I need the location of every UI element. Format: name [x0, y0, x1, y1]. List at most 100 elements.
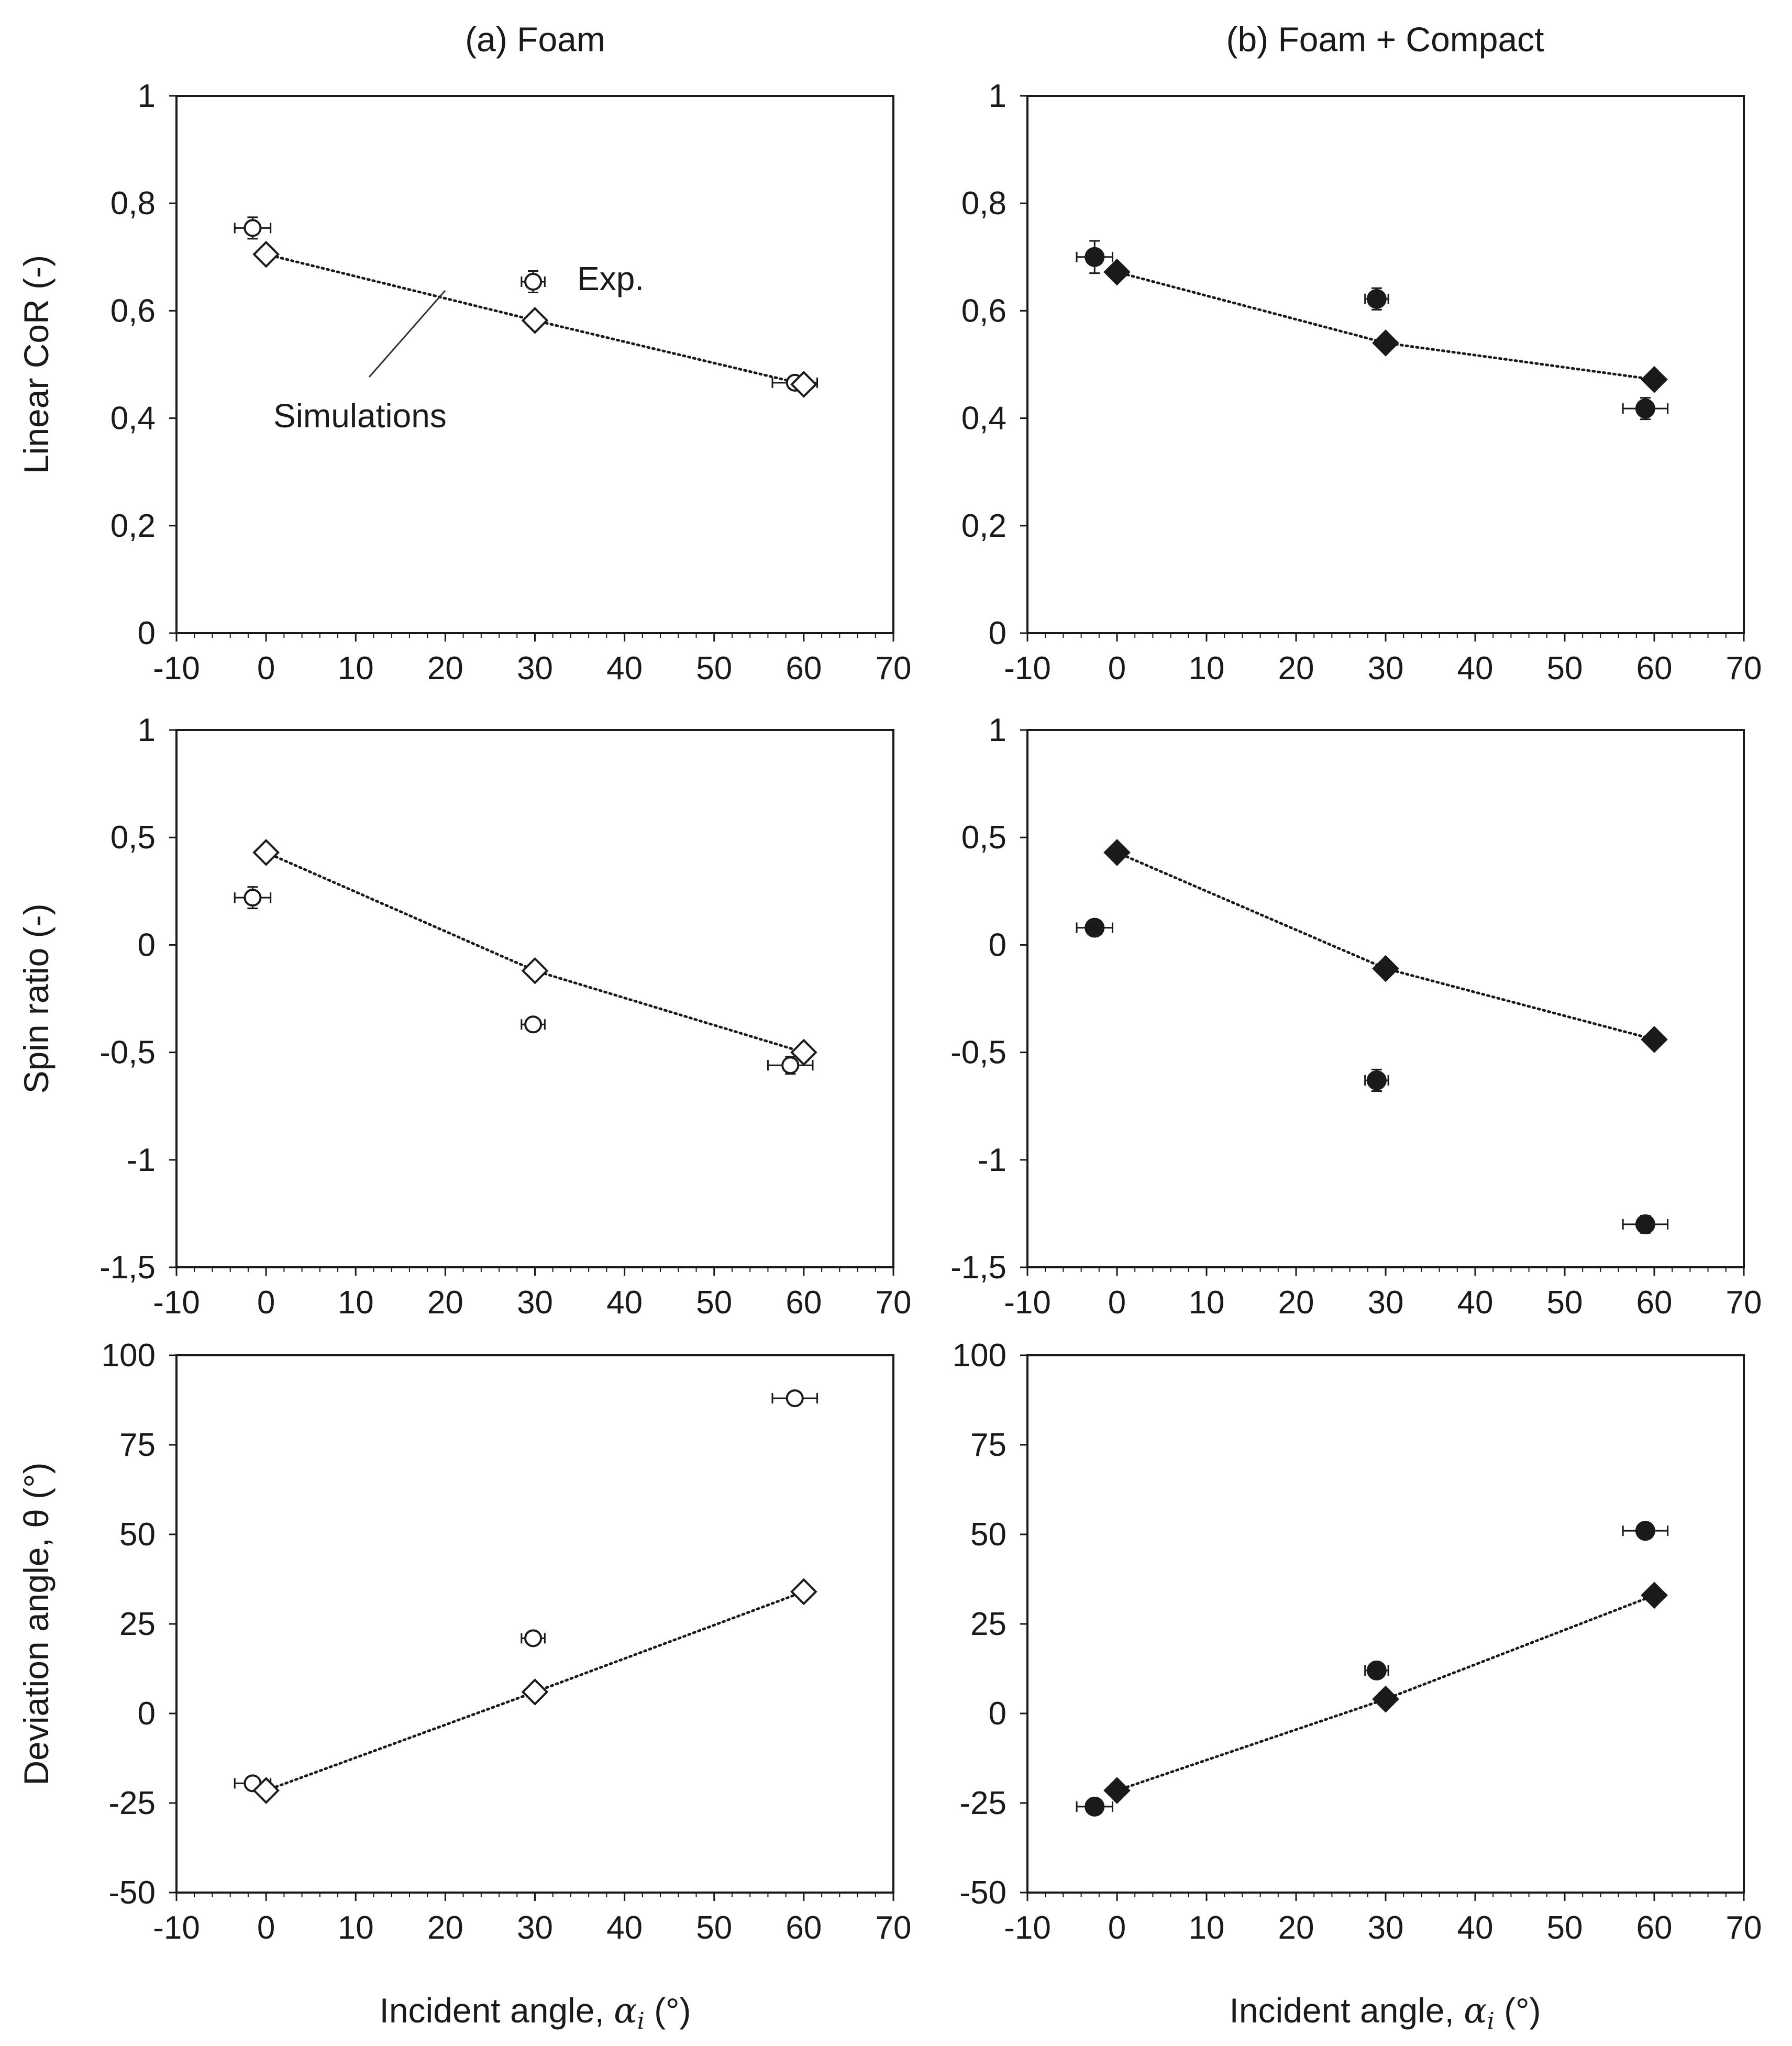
y-tick-label: 0	[138, 927, 156, 963]
x-tick-label: 50	[696, 1285, 732, 1321]
exp-point	[524, 1015, 543, 1034]
x-tick-label: 10	[1189, 650, 1225, 687]
sim-point	[1641, 366, 1668, 393]
x-tick-label: 50	[696, 650, 732, 687]
x-tick-label: 60	[1636, 1910, 1673, 1946]
y-tick-label: 0	[138, 615, 156, 651]
exp-point	[1085, 917, 1105, 938]
x-tick-label: 10	[1189, 1285, 1225, 1321]
sim-point	[252, 839, 280, 866]
x-tick-label: 70	[1726, 1910, 1762, 1946]
x-tick-label: -10	[153, 1285, 200, 1321]
sim-point	[1641, 1581, 1668, 1609]
annotation-simulations: Simulations	[273, 397, 447, 435]
sim-point	[1372, 1685, 1399, 1713]
y-tick-label: 0,5	[961, 820, 1006, 856]
x-tick-label: 30	[1368, 650, 1404, 687]
y-tick-label: 0,8	[110, 185, 156, 222]
x-tick-label: 30	[1368, 1285, 1404, 1321]
column-title-b: (b) Foam + Compact	[1226, 20, 1544, 59]
panel-b-dev: -10 0 10 20 30 40 50 60 70 -50 -25 0 25 50 75 100	[953, 1337, 1762, 1946]
x-tick-label: 10	[338, 1910, 374, 1946]
exp-point	[1635, 1521, 1655, 1541]
x-tick-label: 40	[1457, 650, 1494, 687]
y-tick-label: -1,5	[99, 1249, 156, 1286]
sim-point	[1372, 955, 1399, 982]
y-tick-label: 100	[102, 1337, 156, 1374]
x-tick-label: 30	[1368, 1910, 1404, 1946]
annotation-exp: Exp.	[577, 260, 644, 297]
y-tick-label: 0,2	[961, 508, 1006, 544]
exp-point	[1635, 1214, 1655, 1234]
x-tick-label: 30	[517, 1285, 553, 1321]
x-tick-label: 70	[876, 1285, 912, 1321]
x-tick-label: 50	[1547, 1285, 1583, 1321]
sim-point	[1103, 258, 1131, 286]
x-tick-label: 0	[1108, 1910, 1126, 1946]
sim-point	[252, 1777, 280, 1804]
x-tick-label: 70	[1726, 650, 1762, 687]
y-tick-label: 50	[119, 1517, 156, 1553]
exp-point	[1635, 399, 1655, 419]
exp-point	[1366, 289, 1387, 309]
panel-a-dev: -10 0 10 20 30 40 50 60 70 -50 -25 0 25 50 75 100 Deviat…	[17, 1337, 911, 1946]
y-tick-label: 25	[970, 1606, 1006, 1642]
x-tick-label: 60	[786, 1910, 822, 1946]
sim-point	[521, 957, 549, 985]
column-title-a: (a) Foam	[465, 20, 605, 59]
y-tick-label: -25	[108, 1785, 156, 1821]
x-tick-label: 0	[257, 1910, 275, 1946]
x-tick-label: 40	[1457, 1910, 1494, 1946]
x-tick-label: 20	[427, 1910, 463, 1946]
x-tick-label: 50	[696, 1910, 732, 1946]
exp-point	[1085, 1796, 1105, 1817]
x-tick-label: -10	[1004, 1910, 1051, 1946]
y-tick-label: 0,6	[961, 293, 1006, 329]
exp-point	[1085, 247, 1105, 267]
sim-point	[790, 371, 817, 398]
y-tick-label: -25	[959, 1785, 1006, 1821]
y-tick-label: 0,4	[961, 401, 1006, 437]
x-tick-label: 50	[1547, 1910, 1583, 1946]
y-tick-label: 50	[970, 1517, 1006, 1553]
sim-point	[1641, 1026, 1668, 1053]
x-tick-label: -10	[153, 650, 200, 687]
x-tick-label: 10	[338, 650, 374, 687]
y-tick-label: 0	[989, 615, 1006, 651]
y-tick-label: 0,4	[110, 401, 156, 437]
y-tick-label: 0	[989, 1696, 1006, 1732]
sim-point	[252, 240, 280, 268]
x-axis-label-b: Incident angle, αi (°)	[1229, 1990, 1541, 2034]
y-axis-label: Deviation angle, θ (°)	[17, 1462, 56, 1785]
x-tick-label: 20	[1278, 1285, 1314, 1321]
sim-point	[1372, 329, 1399, 357]
y-tick-label: 0,5	[110, 820, 156, 856]
y-tick-label: 75	[119, 1427, 156, 1463]
x-tick-label: 50	[1547, 650, 1583, 687]
exp-point	[524, 272, 543, 291]
x-tick-label: 0	[1108, 1285, 1126, 1321]
y-tick-label: 25	[119, 1606, 156, 1642]
y-tick-label: 1	[989, 712, 1006, 748]
x-tick-label: 40	[606, 1910, 643, 1946]
panel-a-spin: -10 0 10 20 30 40 50 60 70 -1,5 -1 -0,5 0 0,5 1 Spin ra…	[17, 712, 911, 1321]
y-tick-label: -50	[108, 1875, 156, 1911]
y-tick-label: -1,5	[950, 1249, 1006, 1286]
x-tick-label: 20	[1278, 650, 1314, 687]
x-tick-label: 30	[517, 650, 553, 687]
x-tick-label: -10	[153, 1910, 200, 1946]
x-tick-label: 60	[786, 650, 822, 687]
sim-point	[790, 1038, 817, 1066]
x-tick-label: 70	[1726, 1285, 1762, 1321]
simulation-line	[264, 1590, 805, 1792]
x-axis-label-a: Incident angle, αi (°)	[379, 1990, 691, 2034]
exp-point	[244, 219, 262, 237]
y-tick-label: 0,8	[961, 185, 1006, 222]
x-tick-label: 0	[1108, 650, 1126, 687]
sim-point	[1103, 839, 1131, 866]
x-tick-label: 60	[786, 1285, 822, 1321]
